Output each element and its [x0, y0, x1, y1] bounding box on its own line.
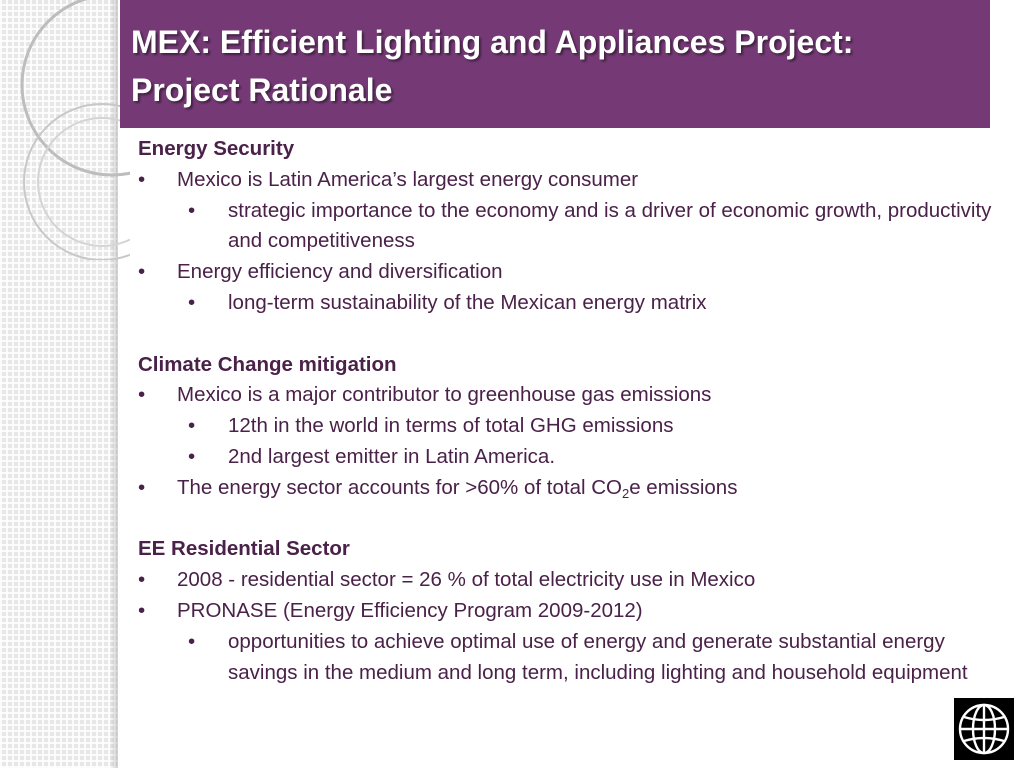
- bullet-text: Mexico is Latin America’s largest energy…: [177, 167, 639, 191]
- bullet-marker: •: [188, 198, 196, 222]
- bullet-marker: •: [188, 414, 196, 438]
- sub-bullet-item: • long-term sustainability of the Mexican…: [138, 288, 998, 319]
- sub-bullet-text: 12th in the world in terms of total GHG …: [228, 414, 674, 438]
- sub-bullet-item: • strategic importance to the economy and…: [138, 196, 998, 258]
- bullet-marker: •: [138, 568, 146, 592]
- bullet-item: • Mexico is Latin America’s largest energ…: [138, 165, 998, 196]
- subscript-two: 2: [621, 485, 630, 501]
- sub-bullet-text: 2nd largest emitter in Latin America.: [228, 444, 556, 468]
- bullet-text: Mexico is a major contributor to greenho…: [177, 383, 712, 407]
- section-heading-ee-residential: EE Residential Sector: [138, 537, 350, 561]
- bullet-marker: •: [188, 444, 196, 468]
- bullet-marker: •: [188, 290, 196, 314]
- bullet-text-pre: The energy sector accounts for >60% of t…: [177, 475, 622, 499]
- sub-bullet-item: • opportunities to achieve optimal use of…: [138, 627, 998, 689]
- left-decorative-panel: [0, 0, 117, 768]
- sub-bullet-text: opportunities to achieve optimal use of …: [228, 629, 968, 684]
- panel-shadow: [110, 0, 118, 768]
- bullet-item: • The energy sector accounts for >60% of …: [138, 473, 998, 504]
- bullet-item: • 2008 - residential sector = 26 % of tot…: [138, 565, 998, 596]
- sub-bullet-text: long-term sustainability of the Mexican …: [228, 290, 707, 314]
- title-bar: [120, 0, 990, 128]
- bullet-text-post: e emissions: [629, 475, 738, 499]
- slide-title-line1: MEX: Efficient Lighting and Appliances P…: [131, 24, 854, 60]
- bullet-text: PRONASE (Energy Efficiency Program 2009-…: [177, 598, 643, 622]
- bullet-item: • PRONASE (Energy Efficiency Program 2009…: [138, 596, 998, 627]
- bullet-item: • Mexico is a major contributor to greenh…: [138, 380, 998, 411]
- world-bank-logo: [954, 698, 1014, 760]
- bullet-marker: •: [188, 629, 196, 653]
- sub-bullet-item: • 12th in the world in terms of total GHG…: [138, 411, 998, 442]
- slide-content: Energy Security • Mexico is Latin America…: [138, 134, 998, 688]
- sub-bullet-text: strategic importance to the economy and …: [228, 198, 992, 253]
- globe-icon: [958, 703, 1010, 755]
- bullet-item: • Energy efficiency and diversification: [138, 257, 998, 288]
- decorative-rings: [20, 0, 130, 260]
- bullet-marker: •: [138, 475, 146, 499]
- slide-title-line2: Project Rationale: [131, 72, 393, 108]
- bullet-text: 2008 - residential sector = 26 % of tota…: [177, 568, 756, 592]
- bullet-marker: •: [138, 383, 146, 407]
- section-heading-energy-security: Energy Security: [138, 137, 295, 160]
- bullet-marker: •: [138, 598, 146, 622]
- bullet-marker: •: [138, 167, 146, 191]
- slide-title: MEX: Efficient Lighting and Appliances P…: [131, 18, 971, 114]
- section-gap: [138, 504, 998, 535]
- section-heading-climate: Climate Change mitigation: [138, 352, 397, 376]
- sub-bullet-item: • 2nd largest emitter in Latin America.: [138, 442, 998, 473]
- bullet-text: Energy efficiency and diversification: [177, 260, 503, 284]
- section-gap: [138, 319, 998, 350]
- bullet-marker: •: [138, 260, 146, 284]
